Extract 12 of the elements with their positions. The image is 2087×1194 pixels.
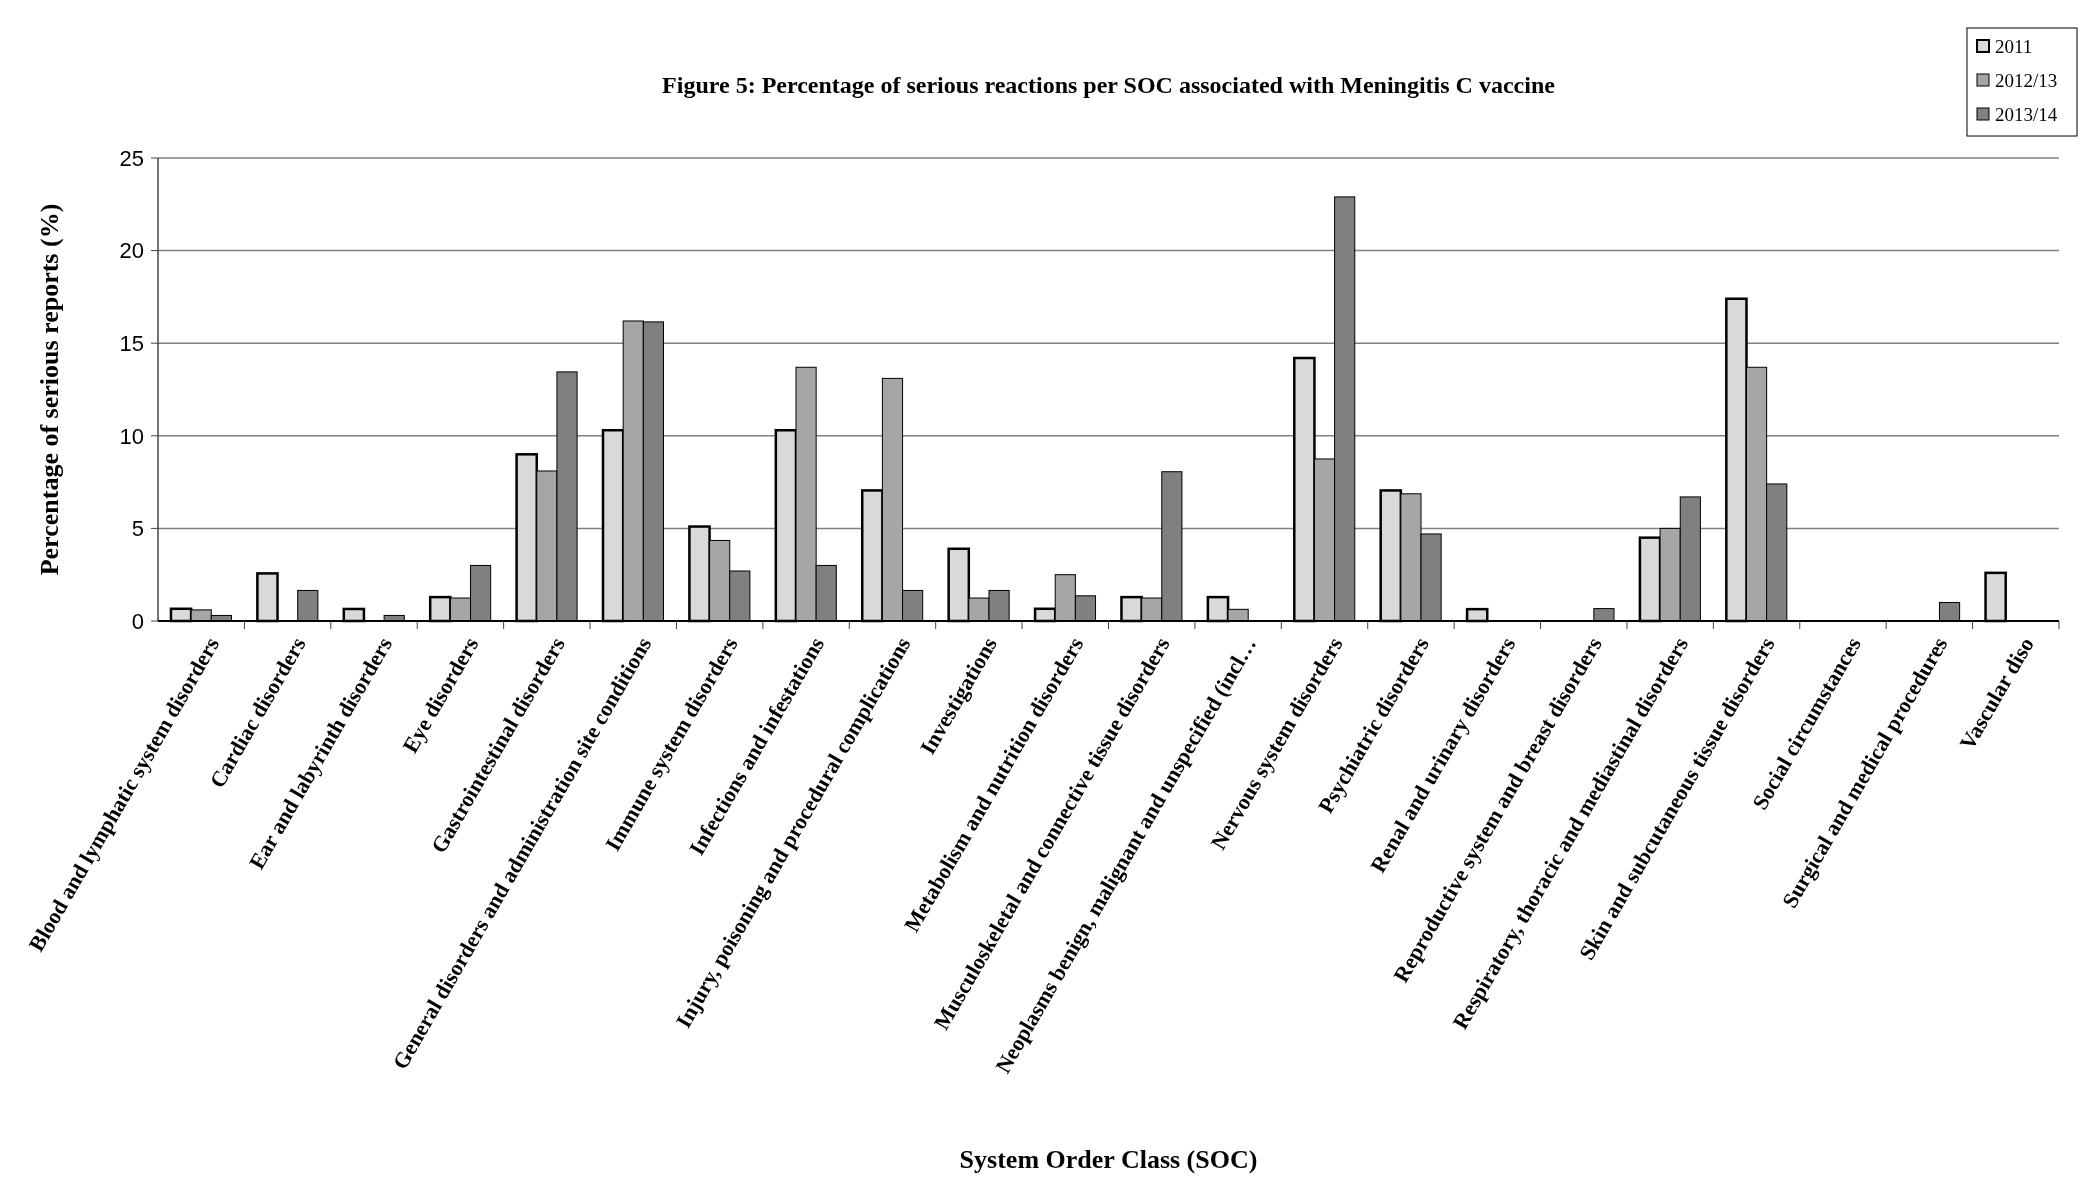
legend-label: 2012/13 — [1995, 69, 2058, 91]
y-tick-label: 10 — [119, 423, 144, 449]
x-axis-title: System Order Class (SOC) — [959, 1145, 1258, 1174]
y-tick-label: 15 — [119, 330, 144, 356]
y-axis-title: Percentage of serious reports (%) — [35, 203, 64, 576]
chart-title: Figure 5: Percentage of serious reactions per SOC associated with Meningitis C vaccine — [662, 72, 1556, 98]
y-tick-label: 5 — [131, 516, 144, 542]
y-tick-label: 20 — [119, 238, 144, 264]
legend-label: 2011 — [1995, 35, 2033, 57]
legend-label: 2013/14 — [1995, 103, 2058, 125]
y-tick-label: 25 — [119, 145, 144, 171]
y-tick-label: 0 — [131, 608, 144, 634]
